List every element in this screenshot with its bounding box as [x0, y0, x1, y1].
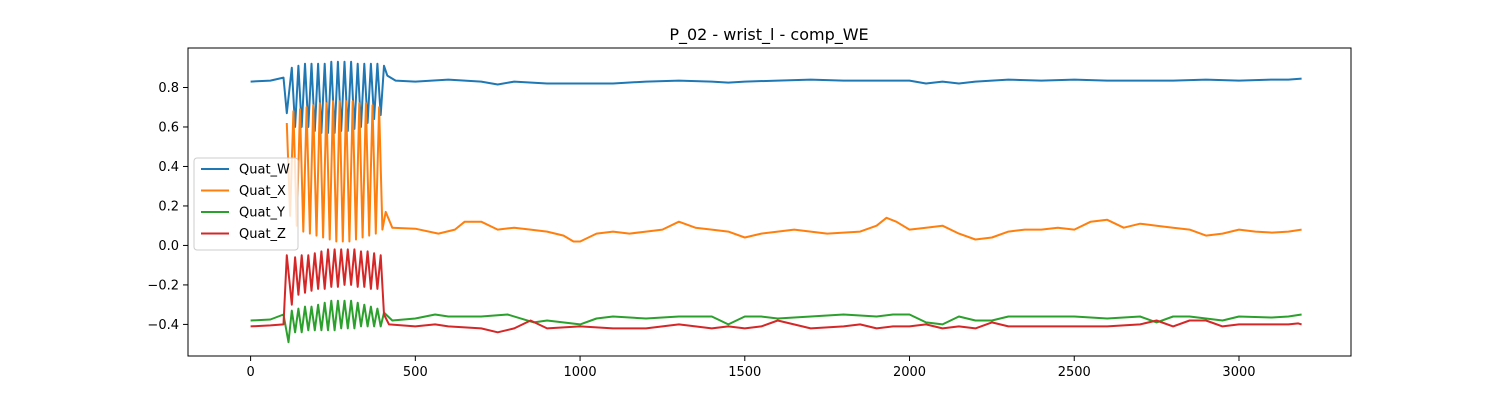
legend: Quat_W Quat_X Quat_Y Quat_Z	[193, 157, 299, 251]
series-line-quat-z	[250, 248, 1302, 334]
legend-label-quat-x: Quat_X	[239, 184, 286, 199]
plot-series	[250, 60, 1302, 344]
y-axis: −0.4 −0.2 0.0 0.2 0.4 0.6 0.8	[147, 81, 188, 333]
y-tick-label: −0.2	[147, 278, 179, 293]
y-tick-label: 0.8	[158, 81, 179, 96]
legend-label-quat-w: Quat_W	[239, 163, 290, 178]
chart-title: P_02 - wrist_l - comp_WE	[669, 25, 868, 45]
x-axis: 0 500 1000 1500 2000 2500 3000	[246, 356, 1256, 380]
plot-frame	[187, 47, 1352, 357]
x-tick-label: 1500	[728, 365, 761, 380]
series-line-quat-w	[250, 60, 1302, 134]
x-tick-label: 3000	[1222, 365, 1255, 380]
legend-label-quat-y: Quat_Y	[239, 206, 285, 221]
y-tick-label: 0.0	[158, 239, 179, 254]
x-tick-label: 0	[246, 365, 254, 380]
y-tick-label: −0.4	[147, 318, 179, 333]
x-tick-label: 2500	[1058, 365, 1091, 380]
series-line-quat-y	[250, 299, 1302, 344]
y-tick-label: 0.4	[158, 160, 179, 175]
x-tick-label: 1000	[564, 365, 597, 380]
y-tick-label: 0.2	[158, 199, 179, 214]
x-tick-label: 2000	[893, 365, 926, 380]
series-line-quat-x	[285, 100, 1302, 243]
legend-label-quat-z: Quat_Z	[239, 227, 286, 242]
y-tick-label: 0.6	[158, 120, 179, 135]
legend-box	[193, 157, 299, 251]
x-tick-label: 500	[403, 365, 428, 380]
